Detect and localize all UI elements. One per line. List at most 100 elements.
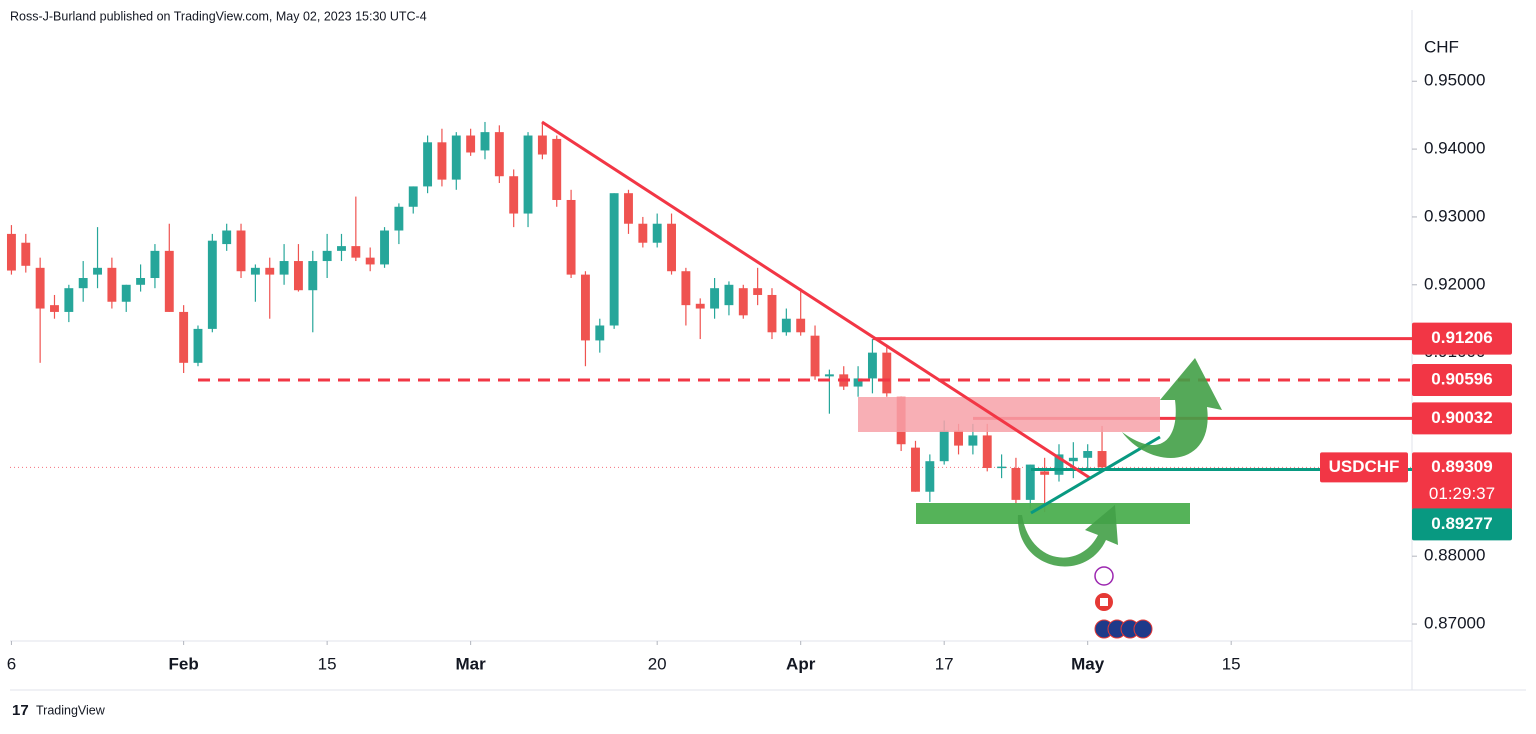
candle-body — [867, 352, 877, 379]
x-tick-label: Apr — [786, 654, 816, 673]
candle-body — [423, 142, 433, 187]
candle-body — [824, 374, 834, 377]
candle-body — [437, 142, 447, 180]
candle-body — [365, 257, 375, 265]
candle-body — [724, 284, 734, 306]
countdown: 01:29:37 — [1429, 484, 1495, 503]
support-zone — [916, 503, 1190, 524]
candle-body — [1097, 451, 1107, 468]
candle-body — [638, 223, 648, 243]
candle-body — [351, 246, 361, 258]
candle-body — [667, 223, 676, 272]
event-icon — [1100, 598, 1108, 606]
candle-body — [595, 325, 605, 341]
candle-body — [293, 261, 303, 291]
candle-body — [925, 461, 935, 492]
y-tick-label: 0.88000 — [1424, 546, 1485, 565]
candle-body — [494, 132, 504, 177]
y-tick-label: 0.93000 — [1424, 206, 1485, 225]
logo-mark: 17 — [12, 702, 29, 719]
candle-body — [509, 176, 519, 214]
arrow — [1017, 505, 1118, 567]
footer: TradingView — [36, 703, 106, 717]
y-tick-label: 0.94000 — [1424, 139, 1485, 158]
candle-body — [710, 288, 720, 309]
header: Ross-J-Burland published on TradingView.… — [10, 9, 427, 23]
candle-body — [164, 250, 174, 312]
candle-body — [624, 193, 633, 224]
last-price-box — [1412, 452, 1512, 511]
candle-body — [1083, 451, 1093, 458]
candle-body — [911, 447, 920, 492]
candle-body — [968, 435, 978, 446]
level-label-box — [1412, 364, 1512, 397]
y-tick-label: 0.95000 — [1424, 71, 1485, 90]
candle-body — [451, 135, 461, 180]
candle-body — [753, 288, 763, 295]
event-icon — [1133, 619, 1153, 639]
y-tick-label: 0.87000 — [1424, 614, 1485, 633]
event-icon — [1094, 566, 1114, 586]
candle-body — [609, 193, 619, 326]
candle-body — [179, 311, 189, 363]
level-label: 0.91206 — [1431, 328, 1492, 347]
x-tick-label: Feb — [169, 654, 199, 673]
x-tick-label: Mar — [456, 654, 487, 673]
candle-body — [466, 135, 476, 153]
candle-body — [222, 230, 232, 245]
candle-body — [337, 246, 346, 251]
candle-body — [1025, 464, 1035, 500]
candle-body — [810, 335, 820, 377]
candle-body — [566, 199, 576, 275]
candle-body — [78, 278, 88, 289]
candle-body — [6, 233, 16, 271]
price-labels: 0.950000.940000.930000.920000.910000.880… — [1320, 71, 1512, 633]
level-label: 0.90596 — [1431, 370, 1492, 389]
candle-body — [580, 274, 590, 341]
candle-body — [1011, 467, 1021, 500]
candle-body — [207, 240, 217, 329]
level-label-box — [1412, 508, 1512, 541]
candle-body — [408, 186, 418, 207]
level-label-box — [1412, 322, 1512, 355]
candle-body — [480, 132, 490, 151]
x-tick-label: 20 — [648, 654, 667, 673]
candle-body — [939, 430, 949, 462]
candle-body — [308, 261, 318, 291]
candle-body — [997, 466, 1007, 469]
candle-body — [853, 378, 863, 387]
candle-body — [681, 271, 691, 306]
candle-body — [93, 267, 102, 275]
candle-body — [250, 267, 260, 275]
candle-body — [380, 230, 389, 265]
symbol-box — [1320, 452, 1408, 483]
x-tick-label: 17 — [935, 654, 954, 673]
x-tick-label: 15 — [318, 654, 337, 673]
candle-body — [35, 267, 45, 309]
y-tick-label: 0.92000 — [1424, 274, 1485, 293]
candle-body — [1068, 457, 1078, 462]
x-tick-label: 15 — [1222, 654, 1241, 673]
candle-body — [767, 294, 777, 333]
currency-label: CHF — [1424, 37, 1459, 56]
candle-body — [695, 303, 705, 309]
candle-body — [523, 135, 533, 214]
candle-body — [954, 430, 963, 446]
drawings — [541, 120, 1222, 639]
x-tick-label: May — [1071, 654, 1105, 673]
candle-body — [236, 230, 246, 272]
candle-body — [279, 261, 289, 275]
candle-body — [652, 223, 662, 243]
trend-line — [541, 120, 1091, 480]
candle-body — [136, 278, 146, 285]
candle-body — [738, 288, 748, 316]
candle-body — [552, 138, 562, 200]
level-label-box — [1412, 402, 1512, 435]
level-label: 0.89277 — [1431, 514, 1492, 533]
candle-body — [150, 250, 160, 279]
candle-body — [394, 206, 404, 231]
candle-body — [1040, 471, 1050, 475]
candle-body — [193, 328, 203, 363]
